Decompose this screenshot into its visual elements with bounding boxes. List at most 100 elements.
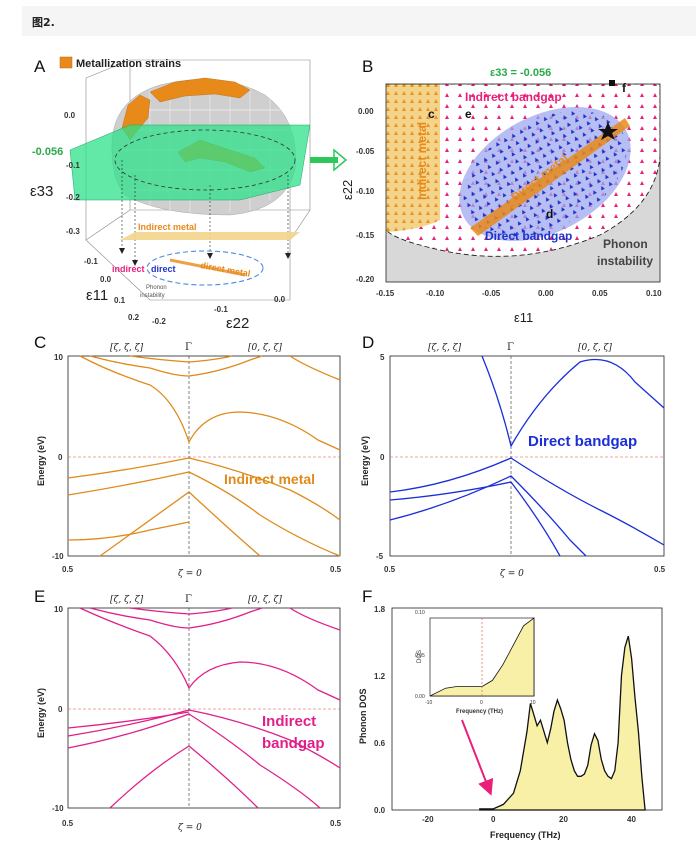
f-inset-y-label: DOS bbox=[417, 650, 423, 663]
c-bands bbox=[67, 355, 341, 557]
point-c-label: c bbox=[428, 107, 435, 121]
panel-c: C [ζ, ζ, ζ] Γ [0, ζ, ζ] Indirect metal 1… bbox=[34, 333, 342, 579]
c-annotation: Indirect metal bbox=[224, 471, 315, 487]
b-y-axis-label: ε22 bbox=[340, 180, 355, 200]
e-annotation-1: Indirect bbox=[262, 713, 316, 730]
d-y-tick-1: 0 bbox=[380, 453, 385, 462]
f-inset-y-tick-0: 0.10 bbox=[415, 610, 425, 616]
e-k-left: [ζ, ζ, ζ] bbox=[110, 595, 144, 605]
f-y-tick-0: 0.0 bbox=[374, 806, 386, 815]
b-x-tick-5: 0.10 bbox=[646, 289, 662, 298]
panel-letter-a: A bbox=[34, 57, 46, 76]
f-inset-x-tick-1: 0 bbox=[480, 700, 483, 706]
d-x-left: 0.5 bbox=[384, 565, 396, 574]
f-x-tick-2: 20 bbox=[559, 815, 568, 824]
e-x-center: ζ = 0 bbox=[178, 823, 202, 833]
d-x-right: 0.5 bbox=[654, 565, 666, 574]
figure-header: 图2. bbox=[22, 6, 696, 36]
panel-b-frame bbox=[385, 83, 661, 283]
phonon-boundary bbox=[386, 84, 660, 257]
f-y-tick-3: 1.8 bbox=[374, 605, 386, 614]
region-indirect-metal-points bbox=[386, 84, 440, 232]
a-to-b-arrowhead bbox=[333, 148, 348, 172]
panel-d: D [ζ, ζ, ζ] Γ [0, ζ, ζ] Direct bandgap 5… bbox=[360, 333, 666, 579]
d-frame bbox=[389, 355, 665, 557]
panel-b-x-ticks: -0.15 -0.10 -0.05 0.00 0.05 0.10 bbox=[376, 289, 662, 298]
a-z-tick-3: -0.3 bbox=[66, 227, 80, 236]
panel-letter-e: E bbox=[34, 587, 45, 606]
panel-b-y-ticks: 0.00 -0.05 -0.10 -0.15 -0.20 bbox=[356, 107, 375, 284]
e-k-right: [0, ζ, ζ] bbox=[248, 595, 282, 605]
f-y-label: Phonon DOS bbox=[358, 689, 368, 745]
panel-a-legend: Metallization strains bbox=[59, 56, 181, 70]
f-x-tick-1: 0 bbox=[491, 815, 496, 824]
e-y-tick-2: -10 bbox=[52, 804, 64, 813]
f-x-ticks: -20 0 20 40 bbox=[422, 815, 636, 824]
label-indirect-metal: Indirect metal bbox=[138, 222, 197, 232]
panel-f: F 0.0 0.6 1.2 1.8 -20 0 20 40 Phonon DOS… bbox=[358, 587, 663, 840]
c-y-tick-1: 0 bbox=[58, 453, 63, 462]
f-y-tick-1: 0.6 bbox=[374, 739, 386, 748]
e-frame bbox=[67, 607, 341, 809]
figure-title: 图2. bbox=[32, 16, 55, 29]
a-z-axis-label: ε33 bbox=[30, 183, 53, 200]
panel-a-projections bbox=[121, 160, 289, 262]
a-y-tick-1: -0.1 bbox=[214, 305, 228, 314]
f-inset-x-label: Frequency (THz) bbox=[456, 709, 503, 715]
d-x-center: ζ = 0 bbox=[500, 569, 524, 579]
label-indirect-bandgap: Indirect bandgap bbox=[465, 90, 562, 104]
f-inset-pointer-arrow bbox=[461, 719, 494, 796]
b-y-tick-3: -0.15 bbox=[356, 231, 375, 240]
b-x-tick-4: 0.05 bbox=[592, 289, 608, 298]
panel-a-x-axis: -0.1 0.0 0.1 0.2 ε11 bbox=[84, 257, 140, 322]
label-b-instability: instability bbox=[597, 254, 653, 268]
d-annotation: Direct bandgap bbox=[528, 433, 637, 450]
e-x-left: 0.5 bbox=[62, 819, 74, 828]
region-direct-metal bbox=[470, 118, 630, 236]
panel-a-floor: Indirect metal indirect direct direct me… bbox=[112, 222, 300, 299]
d-k-right: [0, ζ, ζ] bbox=[578, 343, 612, 353]
panel-letter-f: F bbox=[362, 587, 372, 606]
label-indirect: indirect bbox=[112, 264, 145, 274]
f-dos-area bbox=[479, 635, 646, 811]
panel-a-y-axis: -0.2 -0.1 0.0 ε22 bbox=[152, 295, 286, 332]
a-x-tick-2: 0.1 bbox=[114, 296, 126, 305]
point-d-label: d bbox=[546, 207, 553, 221]
b-x-tick-2: -0.05 bbox=[482, 289, 501, 298]
label-b-direct-bandgap: Direct bandgap bbox=[485, 229, 572, 243]
f-inset: 0.10 0.05 0.00 DOS -10 0 10 Frequency (T… bbox=[415, 610, 536, 715]
label-phonon: Phonon bbox=[146, 285, 167, 291]
f-inset-y-tick-1: 0.05 bbox=[415, 653, 425, 659]
label-b-indirect-metal: Indirect metal bbox=[415, 122, 429, 200]
b-y-tick-2: -0.10 bbox=[356, 187, 375, 196]
panel-a: A Metallization bbox=[30, 56, 348, 332]
c-y-tick-0: 10 bbox=[54, 353, 63, 362]
f-y-ticks: 0.0 0.6 1.2 1.8 bbox=[374, 605, 386, 815]
panel-b: B ε33 = -0.056 f c e d Indirect bandgap … bbox=[340, 57, 662, 325]
panel-a-eps33-plane bbox=[69, 124, 311, 201]
c-x-right: 0.5 bbox=[330, 565, 342, 574]
a-x-tick-3: 0.2 bbox=[128, 313, 140, 322]
a-z-tick-2: -0.2 bbox=[66, 193, 80, 202]
panel-e: E [ζ, ζ, ζ] Γ [0, ζ, ζ] Indirect bandgap… bbox=[34, 587, 342, 833]
e-y-label: Energy (eV) bbox=[36, 688, 46, 738]
a-z-tick-0: 0.0 bbox=[64, 111, 76, 120]
panel-b-title: ε33 = -0.056 bbox=[490, 67, 551, 79]
f-x-tick-0: -20 bbox=[422, 815, 434, 824]
d-y-tick-0: 5 bbox=[380, 353, 385, 362]
e-y-tick-1: 0 bbox=[58, 705, 63, 714]
b-x-tick-3: 0.00 bbox=[538, 289, 554, 298]
f-x-label: Frequency (THz) bbox=[490, 830, 561, 840]
c-x-center: ζ = 0 bbox=[178, 569, 202, 579]
b-x-tick-0: -0.15 bbox=[376, 289, 395, 298]
label-b-phonon: Phonon bbox=[603, 237, 648, 251]
b-x-axis-label: ε11 bbox=[514, 310, 533, 325]
panel-letter-b: B bbox=[362, 57, 373, 76]
c-k-right: [0, ζ, ζ] bbox=[248, 343, 282, 353]
panel-a-eps33-value: -0.056 bbox=[32, 146, 63, 158]
panel-a-slice-ellipse bbox=[114, 129, 296, 191]
a-x-axis-label: ε11 bbox=[86, 287, 108, 304]
f-inset-x-tick-0: -10 bbox=[425, 700, 432, 706]
